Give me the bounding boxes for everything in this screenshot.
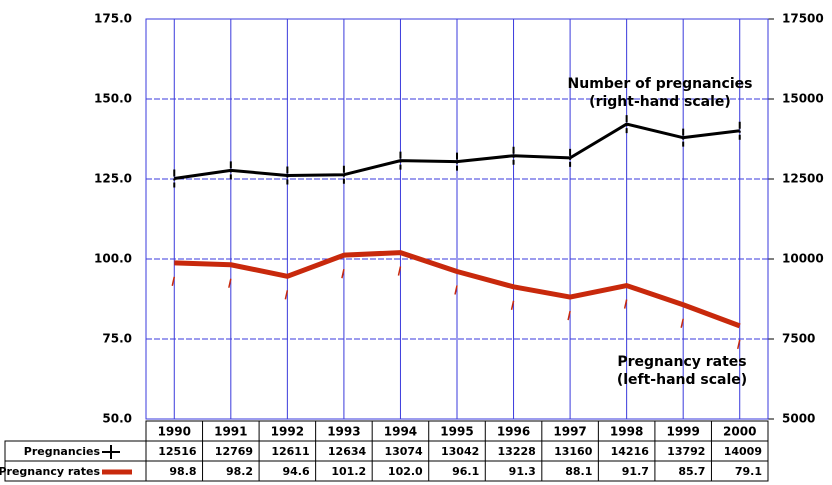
x-tick-label: 1998 — [610, 425, 643, 439]
plot-frame — [145, 18, 769, 420]
table-cell: 13792 — [667, 445, 705, 458]
table-cell: 88.1 — [565, 465, 592, 478]
x-tick-label: 1996 — [497, 425, 530, 439]
table-cell: 96.1 — [452, 465, 479, 478]
annotation: Pregnancy rates — [617, 354, 746, 370]
table-cell: 91.3 — [509, 465, 536, 478]
x-tick-label: 1995 — [440, 425, 473, 439]
point-marker — [228, 278, 232, 288]
legend-label: Pregnancy rates — [0, 465, 100, 478]
point-marker — [623, 299, 628, 309]
legend-label: Pregnancies — [24, 445, 101, 458]
annotation: Number of pregnancies — [568, 76, 753, 92]
annotation: (left-hand scale) — [617, 372, 747, 388]
x-tick-label: 1997 — [553, 425, 586, 439]
x-tick-label: 1994 — [384, 425, 417, 439]
table-cell: 79.1 — [735, 465, 762, 478]
table-cell: 91.7 — [622, 465, 649, 478]
table-cell: 102.0 — [388, 465, 423, 478]
x-tick-label: 1991 — [214, 425, 247, 439]
table-cell: 14216 — [611, 445, 650, 458]
table-cell: 13074 — [384, 445, 423, 458]
x-tick-label: 1990 — [158, 425, 191, 439]
x-tick-label: 1993 — [327, 425, 360, 439]
y-tick-label: 100.0 — [94, 252, 132, 266]
table-cell: 85.7 — [678, 465, 705, 478]
point-marker — [341, 268, 345, 279]
y-tick-label: 50.0 — [102, 412, 132, 426]
y-tick-label: 150.0 — [94, 92, 132, 106]
point-marker — [397, 266, 402, 276]
table-cell: 12769 — [215, 445, 253, 458]
y-tick-label: 125.0 — [94, 172, 132, 186]
table-cell: 13228 — [498, 445, 536, 458]
y2-tick-label: 17500 — [782, 12, 824, 26]
table-cell: 101.2 — [331, 465, 366, 478]
table-cell: 13160 — [554, 445, 593, 458]
x-tick-label: 1999 — [666, 425, 699, 439]
y2-tick-label: 7500 — [782, 332, 815, 346]
series-line — [174, 250, 741, 329]
y-tick-label: 75.0 — [102, 332, 132, 346]
table-cell: 98.2 — [226, 465, 253, 478]
table-cell: 14009 — [724, 445, 762, 458]
y-tick-label: 175.0 — [94, 12, 132, 26]
point-marker — [567, 310, 571, 321]
point-marker — [736, 339, 741, 350]
table-cell: 98.8 — [169, 465, 196, 478]
point-marker — [284, 290, 289, 300]
point-marker — [171, 276, 176, 287]
x-tick-label: 2000 — [723, 425, 756, 439]
point-marker — [510, 300, 515, 311]
y2-tick-label: 12500 — [782, 172, 824, 186]
table-cell: 13042 — [441, 445, 479, 458]
table-cell: 12611 — [271, 445, 309, 458]
table-cell: 94.6 — [282, 465, 309, 478]
table-cell: 12516 — [158, 445, 197, 458]
point-marker — [454, 285, 458, 295]
annotation: (right-hand scale) — [589, 94, 731, 110]
x-tick-label: 1992 — [271, 425, 304, 439]
y2-tick-label: 15000 — [782, 92, 824, 106]
point-marker — [680, 318, 684, 328]
table-cell: 12634 — [328, 445, 367, 458]
y2-tick-label: 5000 — [782, 412, 815, 426]
y2-tick-label: 10000 — [782, 252, 824, 266]
